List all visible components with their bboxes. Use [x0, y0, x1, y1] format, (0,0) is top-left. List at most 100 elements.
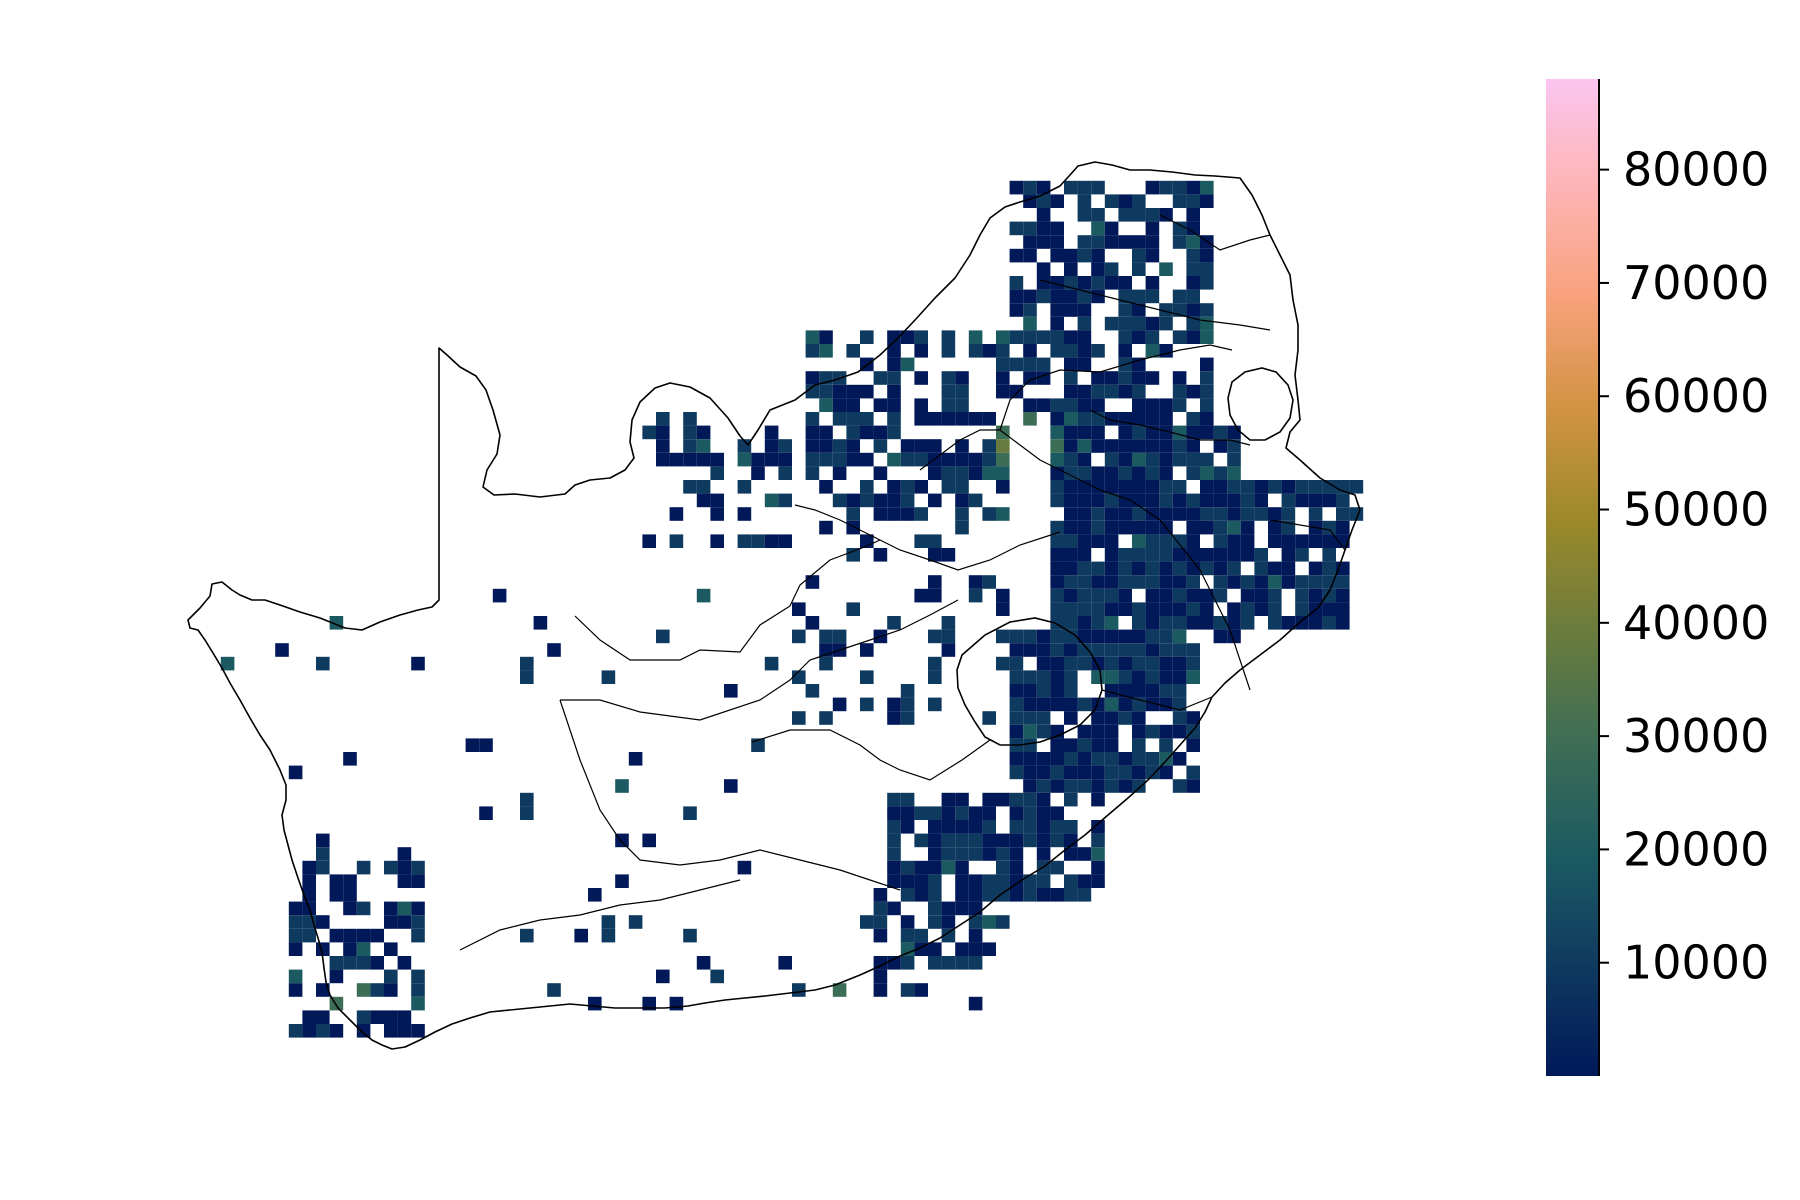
grid-cell [778, 493, 792, 508]
grid-cell [914, 452, 928, 467]
colorbar-tick-label: 80000 [1623, 143, 1769, 197]
grid-cell [1036, 629, 1051, 644]
grid-cell [928, 548, 942, 562]
grid-cell [1132, 520, 1146, 535]
grid-cell [1036, 806, 1051, 820]
grid-cell [1118, 276, 1132, 290]
grid-cell [1132, 629, 1146, 644]
grid-cell [873, 507, 888, 521]
grid-cell [683, 452, 697, 467]
grid-cell [683, 806, 697, 820]
grid-cell [1200, 276, 1214, 290]
grid-cell [1295, 588, 1309, 603]
grid-cell [1240, 520, 1255, 535]
grid-cell [1104, 616, 1119, 630]
grid-cell [1091, 616, 1105, 630]
grid-cell [996, 357, 1010, 372]
grid-cell [764, 656, 779, 671]
grid-cell [1091, 724, 1105, 739]
grid-cell [996, 847, 1010, 861]
grid-cell [914, 439, 928, 453]
grid-cell [955, 833, 969, 848]
grid-cell [1050, 561, 1064, 576]
grid-cell [411, 1024, 425, 1038]
grid-cell [1172, 439, 1187, 453]
grid-cell [1064, 656, 1078, 671]
grid-cell [1254, 548, 1268, 562]
grid-cell [1118, 765, 1132, 780]
grid-cell [1023, 643, 1037, 657]
grid-cell [1036, 656, 1051, 671]
grid-cell [1118, 289, 1132, 304]
grid-cell [982, 806, 996, 820]
grid-cell [1132, 289, 1146, 304]
grid-cell [1295, 548, 1309, 562]
grid-cell [819, 480, 833, 494]
grid-cell [302, 860, 316, 875]
grid-cell [1254, 588, 1268, 603]
grid-cell [968, 493, 983, 508]
grid-cell [778, 466, 792, 480]
grid-cell [1172, 398, 1187, 412]
colorbar-tick-label: 20000 [1623, 822, 1769, 876]
grid-cell [1009, 643, 1024, 657]
grid-cell [384, 915, 398, 929]
grid-cell [1023, 711, 1037, 725]
grid-cell [792, 670, 806, 684]
grid-cell [1064, 480, 1078, 494]
grid-cell [1023, 765, 1037, 780]
grid-cell [1077, 276, 1092, 290]
grid-cell [887, 697, 901, 712]
grid-cell [928, 588, 942, 603]
grid-cell [1091, 180, 1105, 195]
grid-cell [1091, 820, 1105, 834]
grid-cell [696, 956, 711, 970]
grid-cell [928, 534, 942, 548]
grid-cell [1104, 507, 1119, 521]
grid-cell [1091, 765, 1105, 780]
grid-cell [941, 901, 956, 916]
grid-cell [669, 996, 684, 1011]
grid-cell [1240, 588, 1255, 603]
grid-cell [288, 915, 303, 929]
grid-cell [656, 412, 670, 426]
grid-cell [1077, 561, 1092, 576]
grid-cell [1009, 860, 1024, 875]
grid-cell [1281, 534, 1296, 548]
grid-cell [968, 452, 983, 467]
grid-cell [316, 983, 330, 997]
grid-cell [1050, 860, 1064, 875]
grid-cell [982, 412, 996, 426]
grid-cell [1050, 670, 1064, 684]
grid-cell [873, 398, 888, 412]
grid-cell [1281, 480, 1296, 494]
grid-cell [1240, 507, 1255, 521]
grid-cell [547, 643, 561, 657]
grid-cell [873, 493, 888, 508]
grid-cell [1132, 656, 1146, 671]
grid-cell [1336, 507, 1350, 521]
grid-cell [955, 439, 969, 453]
grid-cell [1050, 493, 1064, 508]
grid-cell [928, 820, 942, 834]
grid-cell [1132, 425, 1146, 440]
grid-cell [900, 956, 915, 970]
grid-cell [588, 996, 602, 1011]
grid-cell [343, 928, 357, 943]
grid-cell [1186, 575, 1200, 589]
grid-cell [792, 711, 806, 725]
grid-cell [846, 412, 860, 426]
grid-cell [1036, 670, 1051, 684]
grid-cell [1104, 194, 1119, 208]
colorbar: 10000 20000 30000 40000 50000 60000 70000 80000 [1546, 79, 1769, 1076]
grid-cell [955, 942, 969, 956]
grid-cell [941, 928, 956, 943]
grid-cell [1200, 398, 1214, 412]
grid-cell [1186, 711, 1200, 725]
grid-cell [1036, 752, 1051, 766]
grid-cell [819, 439, 833, 453]
grid-cell [1172, 602, 1187, 616]
grid-cell [996, 860, 1010, 875]
grid-cell [968, 888, 983, 902]
grid-cell [1227, 466, 1241, 480]
